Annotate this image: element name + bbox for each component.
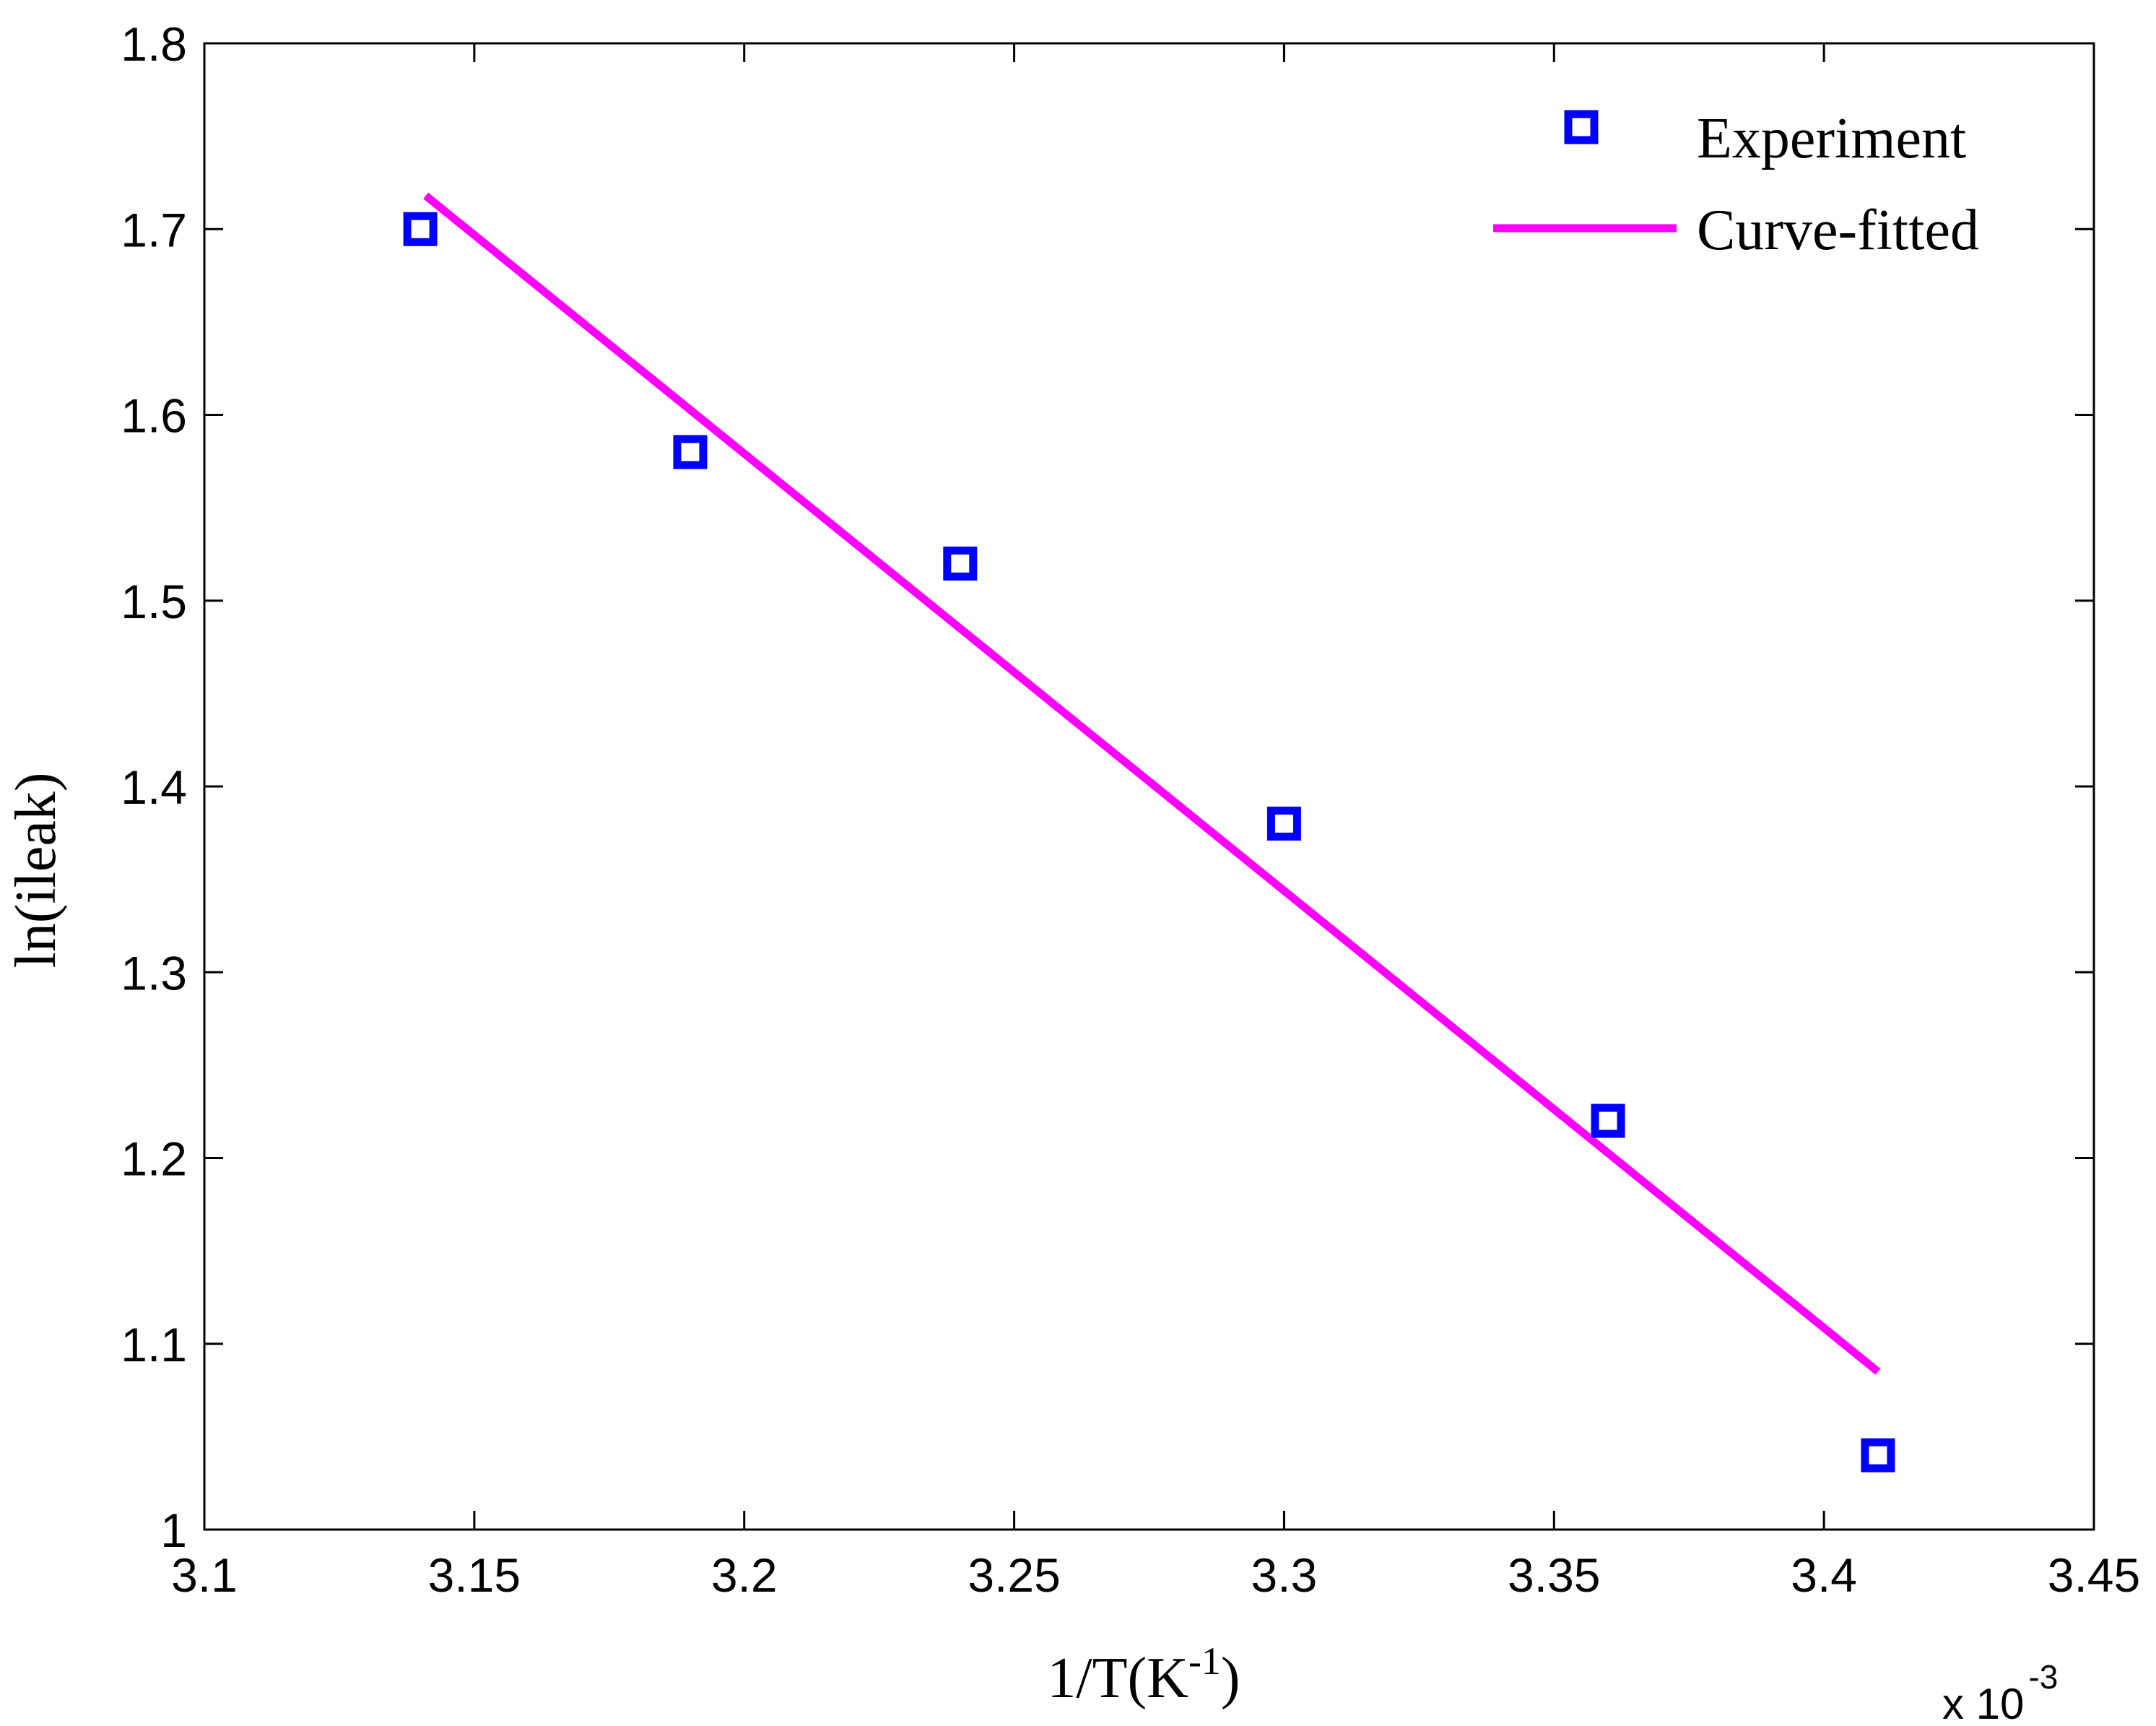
legend: Experiment Curve-fitted: [1493, 107, 1979, 262]
x-tick-label: 3.1: [171, 1548, 238, 1602]
experiment-point: [1861, 1438, 1895, 1473]
experiment-point: [673, 435, 708, 469]
plot-frame: [203, 42, 2095, 1531]
x-tick-label: 3.35: [1508, 1548, 1600, 1602]
y-tick-label: 1.1: [121, 1318, 187, 1371]
y-axis-label: ln(ileak): [4, 773, 68, 968]
x-axis-multiplier: x 10-3: [1942, 1658, 2058, 1726]
legend-experiment-label: Experiment: [1697, 107, 1966, 170]
series-layer: [403, 192, 1895, 1473]
tick-labels-group: 3.1 3.15 3.2 3.25 3.3 3.35 3.4 3.45 1 1.1 1.2 1.3 1.…: [121, 17, 2140, 1602]
y-tick-label: 1.7: [121, 203, 187, 256]
y-tick-label: 1: [160, 1504, 187, 1557]
y-tick-label: 1.2: [121, 1132, 187, 1186]
legend-curve-fitted-label: Curve-fitted: [1697, 199, 1979, 262]
y-tick-label: 1.3: [121, 946, 187, 999]
legend-experiment-marker: [1564, 110, 1599, 144]
experiment-point: [1591, 1103, 1625, 1138]
x-tick-label: 3.25: [968, 1548, 1060, 1602]
experiment-point: [1266, 806, 1301, 841]
y-tick-label: 1.5: [121, 575, 187, 628]
y-tick-label: 1.6: [121, 389, 187, 443]
experiment-point: [943, 546, 978, 581]
x-tick-label: 3.2: [711, 1548, 778, 1602]
x-tick-label: 3.3: [1251, 1548, 1318, 1602]
x-tick-label: 3.45: [2048, 1548, 2140, 1602]
x-tick-label: 3.4: [1791, 1548, 1857, 1602]
x-axis-label: 1/T(K-1): [1047, 1639, 1240, 1710]
x-tick-label: 3.15: [428, 1548, 521, 1602]
curve-fitted-line: [423, 192, 1881, 1375]
y-tick-label: 1.8: [121, 17, 187, 71]
experiment-point: [403, 212, 438, 246]
y-tick-label: 1.4: [121, 760, 187, 814]
